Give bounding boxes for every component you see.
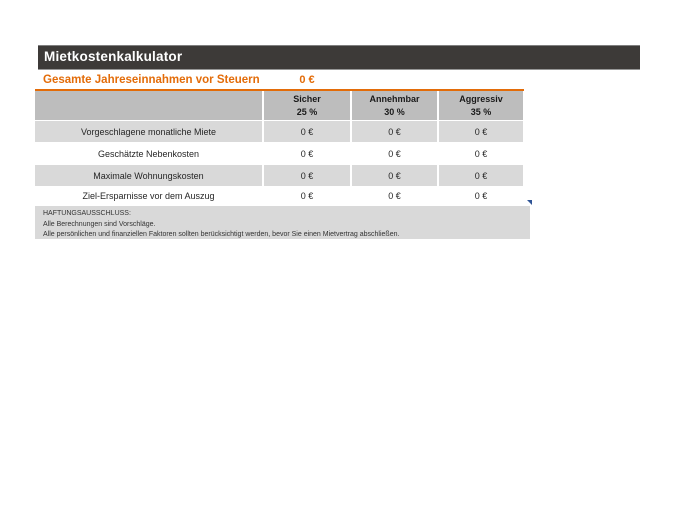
- value-cell[interactable]: 0 €: [264, 121, 350, 142]
- header-cell-aggressiv: Aggressiv 35 %: [439, 91, 523, 120]
- column-percent: 30 %: [384, 106, 405, 117]
- header-cell-annehmbar: Annehmbar 30 %: [352, 91, 437, 120]
- table-header-row: Sicher 25 % Annehmbar 30 % Aggressiv 35 …: [35, 89, 524, 120]
- row-label: Vorgeschlagene monatliche Miete: [35, 121, 262, 142]
- disclaimer-line: Alle Berechnungen sind Vorschläge.: [43, 220, 156, 228]
- corner-flag-icon: [527, 200, 532, 205]
- value-cell[interactable]: 0 €: [300, 191, 314, 201]
- disclaimer-block: HAFTUNGSAUSSCHLUSS: Alle Berechnungen si…: [35, 206, 530, 239]
- value-cell[interactable]: 0 €: [474, 191, 488, 201]
- page-title: Mietkostenkalkulator: [38, 45, 640, 70]
- summary-value-cell[interactable]: 0 €: [299, 74, 315, 86]
- row-label: Ziel-Ersparnisse vor dem Auszug: [82, 191, 215, 201]
- row-label: Maximale Wohnungskosten: [35, 165, 262, 186]
- value-cell[interactable]: 0 €: [300, 148, 314, 159]
- value-cell[interactable]: 0 €: [439, 165, 523, 186]
- value-cell[interactable]: 0 €: [388, 148, 401, 159]
- column-name: Annehmbar: [369, 94, 420, 105]
- row-label: Geschätzte Nebenkosten: [97, 148, 200, 159]
- value-cell[interactable]: 0 €: [352, 121, 437, 142]
- column-name: Sicher: [293, 94, 321, 105]
- value-cell[interactable]: 0 €: [439, 121, 523, 142]
- value-cell[interactable]: 0 €: [388, 191, 401, 201]
- header-cell-empty: [35, 91, 262, 120]
- value-cell[interactable]: 0 €: [264, 165, 350, 186]
- disclaimer-title: HAFTUNGSAUSSCHLUSS:: [43, 210, 131, 217]
- value-cell[interactable]: 0 €: [352, 165, 437, 186]
- column-name: Aggressiv: [459, 94, 503, 105]
- value-cell[interactable]: 0 €: [474, 148, 488, 159]
- table-row: Ziel-Ersparnisse vor dem Auszug 0 € 0 € …: [35, 187, 524, 205]
- header-cell-sicher: Sicher 25 %: [264, 91, 350, 120]
- table-row: Geschätzte Nebenkosten 0 € 0 € 0 €: [35, 143, 524, 164]
- column-percent: 35 %: [470, 106, 492, 117]
- table-row: Vorgeschlagene monatliche Miete 0 € 0 € …: [35, 121, 524, 142]
- column-percent: 25 %: [296, 106, 318, 117]
- table-row: Maximale Wohnungskosten 0 € 0 € 0 €: [35, 165, 524, 186]
- summary-label: Gesamte Jahreseinnahmen vor Steuern: [43, 74, 260, 86]
- disclaimer-line: Alle persönlichen und finanziellen Fakto…: [43, 231, 400, 238]
